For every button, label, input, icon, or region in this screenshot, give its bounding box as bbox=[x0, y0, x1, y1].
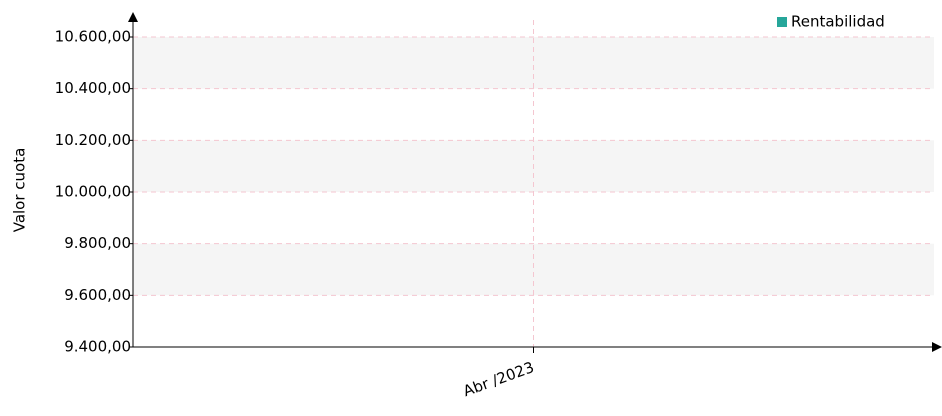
y-tick-label: 10.600,00 bbox=[55, 28, 131, 46]
y-axis-title: Valor cuota bbox=[11, 148, 29, 233]
legend-swatch bbox=[777, 17, 787, 27]
grid-band bbox=[133, 37, 934, 89]
y-tick-label: 9.800,00 bbox=[64, 234, 131, 252]
x-axis-arrow bbox=[932, 342, 942, 352]
y-tick-label: 9.600,00 bbox=[64, 286, 131, 304]
y-tick-label: 10.400,00 bbox=[55, 79, 131, 97]
legend-label: Rentabilidad bbox=[791, 13, 885, 31]
y-axis-arrow bbox=[128, 12, 138, 22]
x-tick-label: Abr /2023 bbox=[461, 358, 537, 400]
y-tick-label: 9.400,00 bbox=[64, 338, 131, 356]
y-tick-label: 10.000,00 bbox=[55, 183, 131, 201]
grid-band bbox=[133, 243, 934, 296]
y-tick-label: 10.200,00 bbox=[55, 131, 131, 149]
